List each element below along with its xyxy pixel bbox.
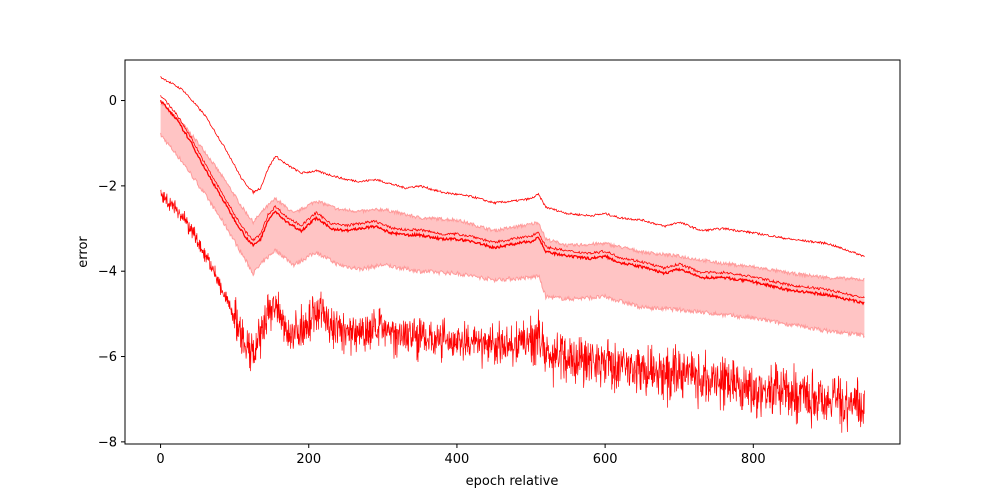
x-tick-label: 400	[445, 452, 470, 467]
x-tick-label: 0	[156, 452, 164, 467]
series-line-mean-secondary	[160, 95, 865, 299]
series-line-upper	[160, 76, 865, 258]
series-line-mean	[159, 100, 865, 306]
confidence-band	[160, 102, 865, 339]
plot-frame	[124, 59, 901, 445]
x-tick-label: 200	[296, 452, 321, 467]
y-axis-ticks: 0 −2 −4 −6 −8	[98, 94, 125, 450]
band-upper-edge	[160, 102, 865, 282]
band-area	[160, 103, 865, 338]
y-tick-label: −2	[98, 179, 117, 194]
x-tick-label: 800	[741, 452, 766, 467]
x-axis-title: epoch relative	[466, 474, 559, 489]
y-axis-title: error	[76, 236, 91, 268]
x-tick-label: 600	[593, 452, 618, 467]
y-tick-label: −8	[98, 435, 117, 450]
series-line-lower	[160, 189, 865, 433]
y-tick-label: 0	[109, 94, 117, 109]
y-tick-label: −4	[98, 265, 117, 280]
x-axis-ticks: 0 200 400 600 800	[156, 444, 766, 467]
series-lines	[159, 76, 865, 433]
y-tick-label: −6	[98, 350, 117, 365]
band-lower-edge	[160, 132, 865, 339]
